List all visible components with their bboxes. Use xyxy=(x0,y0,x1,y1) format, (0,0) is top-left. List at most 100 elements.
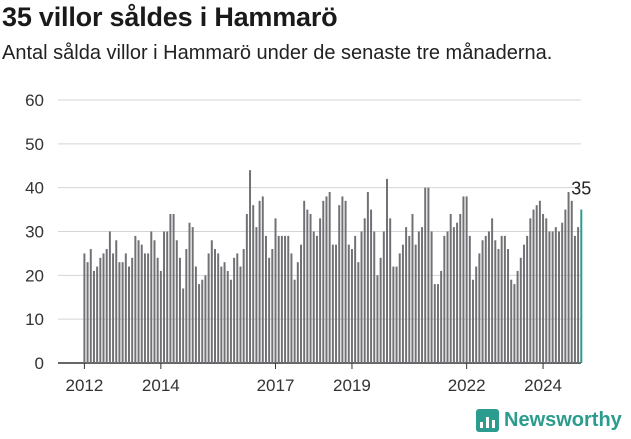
bar xyxy=(398,253,401,363)
bar xyxy=(430,231,433,363)
bar xyxy=(178,257,181,363)
bar xyxy=(140,244,143,363)
bar xyxy=(494,240,497,363)
y-tick-label: 10 xyxy=(25,310,44,329)
y-tick-label: 30 xyxy=(25,223,44,242)
bar xyxy=(147,253,150,363)
bar xyxy=(322,200,325,363)
bar xyxy=(112,253,115,363)
bar xyxy=(150,231,153,363)
bar xyxy=(217,253,220,363)
bar xyxy=(309,213,312,363)
bar xyxy=(118,262,121,363)
bar xyxy=(554,227,557,363)
bar xyxy=(319,218,322,363)
bar xyxy=(156,257,159,363)
bar xyxy=(366,192,369,363)
bar xyxy=(558,231,560,363)
bar xyxy=(290,253,293,363)
newsworthy-logo[interactable]: Newsworthy xyxy=(476,409,622,432)
y-tick-label: 50 xyxy=(25,135,44,154)
bar xyxy=(408,235,411,363)
bar xyxy=(245,213,248,363)
bar xyxy=(92,270,95,363)
bar xyxy=(143,253,146,363)
bar xyxy=(239,266,242,363)
bar xyxy=(271,249,274,363)
bar xyxy=(357,262,360,363)
bar xyxy=(414,244,417,363)
bar xyxy=(382,231,385,363)
bar xyxy=(417,231,420,363)
bar xyxy=(538,200,541,363)
bar xyxy=(207,253,210,363)
bar xyxy=(386,178,388,363)
bar xyxy=(306,209,309,363)
bar xyxy=(226,270,229,363)
bar xyxy=(185,249,188,363)
y-tick-label: 20 xyxy=(25,266,44,285)
bar xyxy=(481,240,484,363)
bar xyxy=(293,279,296,363)
y-tick-label: 0 xyxy=(35,354,44,373)
bar xyxy=(121,262,124,363)
bar xyxy=(379,257,382,363)
bar xyxy=(529,218,532,363)
bar xyxy=(134,235,137,363)
bar xyxy=(446,231,449,363)
labels: 0 10 20 30 40 50 60 35 2012 2014 2017 2019 2022 2024 xyxy=(25,91,591,395)
bar xyxy=(236,253,239,363)
bar xyxy=(360,231,363,363)
bar xyxy=(331,244,334,363)
bar xyxy=(465,196,468,363)
bar xyxy=(169,213,172,363)
bar xyxy=(220,266,223,363)
bar xyxy=(548,231,551,363)
bar xyxy=(532,209,535,363)
bar xyxy=(522,244,525,363)
bar xyxy=(280,235,283,363)
bar xyxy=(436,284,439,363)
bar xyxy=(99,257,102,363)
bar xyxy=(535,205,538,363)
bar xyxy=(325,196,328,363)
bar xyxy=(182,288,185,363)
bar xyxy=(300,244,302,363)
bar xyxy=(503,235,506,363)
bar xyxy=(277,235,280,363)
bar xyxy=(462,196,465,363)
bar xyxy=(347,244,350,363)
bar xyxy=(376,275,379,363)
bar xyxy=(573,235,576,363)
bar xyxy=(370,209,373,363)
bar xyxy=(421,227,424,363)
bar xyxy=(163,231,166,363)
bar xyxy=(497,249,500,363)
bar xyxy=(389,218,392,363)
chart-title: 35 villor såldes i Hammarö xyxy=(2,2,338,32)
bar xyxy=(258,200,261,363)
bar xyxy=(510,279,513,363)
bar xyxy=(373,231,376,363)
bar xyxy=(405,227,408,363)
bar xyxy=(252,205,255,363)
bar xyxy=(89,249,92,363)
logo-text: Newsworthy xyxy=(504,409,622,431)
bar xyxy=(551,231,554,363)
bar xyxy=(166,231,169,363)
bar xyxy=(86,262,89,363)
bar xyxy=(491,218,494,363)
y-tick-label: 40 xyxy=(25,179,44,198)
bar xyxy=(194,266,197,363)
bar xyxy=(564,209,567,363)
bar xyxy=(201,279,204,363)
bar xyxy=(449,213,452,363)
bar xyxy=(214,249,216,363)
bar xyxy=(296,262,299,363)
bar xyxy=(242,249,245,363)
bar xyxy=(188,222,191,363)
x-tick-label: 2024 xyxy=(524,376,562,395)
bar xyxy=(475,266,478,363)
bar xyxy=(131,257,134,363)
